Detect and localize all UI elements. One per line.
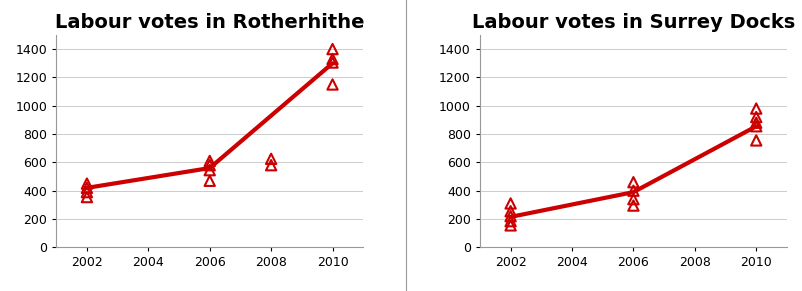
Point bbox=[203, 178, 216, 183]
Point bbox=[203, 159, 216, 163]
Point bbox=[326, 47, 338, 52]
Point bbox=[504, 214, 516, 219]
Point bbox=[80, 181, 93, 186]
Point bbox=[80, 195, 93, 199]
Point bbox=[504, 201, 516, 206]
Point bbox=[749, 120, 762, 125]
Point bbox=[749, 138, 762, 143]
Point bbox=[749, 106, 762, 111]
Point bbox=[326, 82, 338, 87]
Point bbox=[203, 168, 216, 173]
Point bbox=[80, 190, 93, 194]
Point bbox=[749, 124, 762, 129]
Point bbox=[626, 203, 639, 208]
Point bbox=[80, 186, 93, 190]
Point bbox=[749, 115, 762, 119]
Point bbox=[626, 197, 639, 202]
Point bbox=[265, 157, 277, 161]
Point bbox=[203, 163, 216, 168]
Point bbox=[504, 209, 516, 214]
Point bbox=[626, 180, 639, 184]
Title: Labour votes in Rotherhithe: Labour votes in Rotherhithe bbox=[55, 13, 364, 32]
Point bbox=[326, 57, 338, 61]
Point bbox=[326, 60, 338, 65]
Title: Labour votes in Surrey Docks: Labour votes in Surrey Docks bbox=[472, 13, 794, 32]
Point bbox=[626, 188, 639, 193]
Point bbox=[504, 219, 516, 223]
Point bbox=[265, 163, 277, 168]
Point bbox=[504, 223, 516, 228]
